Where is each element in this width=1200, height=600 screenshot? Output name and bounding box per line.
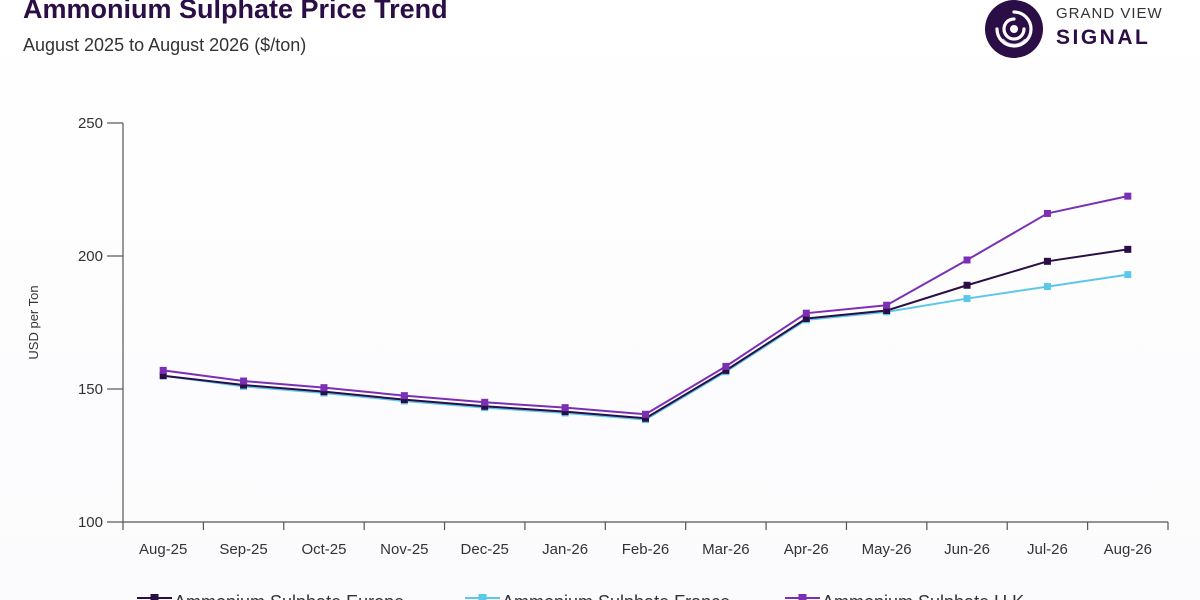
legend-label: Ammonium Sulphate France [502, 592, 730, 600]
data-point [802, 315, 810, 323]
data-point [1043, 283, 1051, 291]
x-tick-label: Sep-25 [219, 541, 267, 558]
data-point [481, 398, 489, 406]
series-line [163, 195, 1129, 416]
data-point [1124, 192, 1132, 200]
data-point [802, 309, 810, 317]
data-point [400, 392, 408, 400]
data-point [240, 381, 248, 389]
data-point [883, 301, 891, 309]
data-point [642, 410, 649, 418]
y-tick-label: 250 [78, 115, 103, 132]
x-tick-label: May-26 [862, 541, 912, 558]
y-tick-label: 150 [78, 381, 103, 398]
brand-logo-block: GRAND VIEW SIGNAL [985, 0, 1185, 58]
data-point [883, 307, 891, 315]
chart-title: Ammonium Sulphate Price Trend [23, 0, 448, 24]
x-tick-label: Feb-26 [622, 541, 670, 558]
series-line [163, 248, 1128, 420]
legend: Ammonium Sulphate Europe Ammonium Sulphat… [137, 592, 1029, 600]
brand-line1: GRAND VIEW [1056, 5, 1163, 22]
axes: 100 150 200 250 Aug-25 Sep-25 Oct-25 Nov-25 Dec-… [26, 115, 1169, 558]
x-tick-label: Nov-25 [380, 541, 428, 558]
x-tick-label: Aug-25 [139, 541, 187, 558]
x-tick-label: Dec-25 [461, 541, 509, 558]
series-markers [159, 192, 1132, 424]
chart-subtitle: August 2025 to August 2026 ($/ton) [23, 35, 307, 55]
data-point [642, 414, 649, 422]
x-tick-label: Jun-26 [944, 541, 990, 558]
legend-swatch-marker [150, 594, 159, 600]
series-line [163, 273, 1128, 421]
y-tick-label: 200 [78, 248, 103, 265]
data-point [320, 384, 328, 392]
legend-label: Ammonium Sulphate U.K. [822, 592, 1029, 600]
x-tick-label: Mar-26 [702, 541, 750, 558]
x-tick-label: Jan-26 [542, 541, 588, 558]
series-lines [163, 195, 1129, 421]
y-tick-label: 100 [78, 514, 103, 531]
data-point [159, 372, 167, 380]
data-point [240, 377, 248, 385]
data-point [1043, 257, 1051, 265]
data-point [561, 408, 569, 416]
y-axis-title: USD per Ton [26, 285, 41, 359]
data-point [963, 256, 971, 264]
data-point [722, 366, 730, 374]
brand-line2: SIGNAL [1056, 26, 1151, 49]
data-point [1124, 271, 1132, 279]
data-point [159, 366, 167, 374]
data-point [963, 295, 971, 303]
data-point [320, 388, 328, 396]
data-point [400, 396, 408, 404]
legend-swatch-marker [478, 594, 487, 600]
data-point [722, 362, 730, 370]
data-point [481, 402, 489, 410]
data-point [1043, 209, 1051, 217]
data-point [561, 404, 569, 412]
data-point [1124, 245, 1132, 253]
x-tick-label: Oct-25 [301, 541, 346, 558]
legend-label: Ammonium Sulphate Europe [174, 592, 404, 600]
signal-waves-icon [985, 0, 1043, 58]
data-point [963, 281, 971, 289]
legend-swatch-marker [798, 594, 807, 600]
x-tick-label: Jul-26 [1027, 541, 1068, 558]
x-tick-label: Apr-26 [784, 541, 829, 558]
x-tick-label: Aug-26 [1104, 541, 1152, 558]
